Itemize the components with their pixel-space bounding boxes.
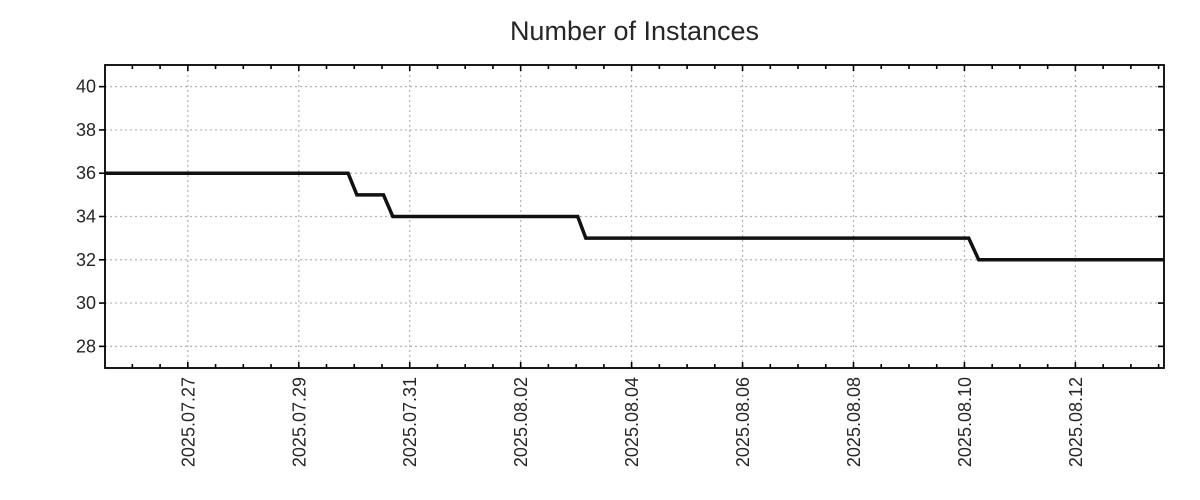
y-tick-label: 36	[76, 163, 96, 183]
plot-border	[104, 64, 1165, 369]
x-tick-label: 2025.08.02	[511, 377, 531, 467]
y-tick-label: 30	[76, 293, 96, 313]
x-tick-label-group: 2025.08.02	[511, 377, 531, 467]
data-line-instances	[105, 171, 1164, 262]
x-tick-label-group: 2025.08.08	[844, 377, 864, 467]
x-tick-label: 2025.07.27	[178, 377, 198, 467]
chart-title: Number of Instances	[510, 16, 759, 46]
x-tick-label: 2025.08.06	[733, 377, 753, 467]
x-tick-label-group: 2025.08.10	[955, 377, 975, 467]
x-tick-label-group: 2025.08.04	[622, 377, 642, 467]
x-tick-label-group: 2025.07.29	[289, 377, 309, 467]
x-tick-label: 2025.08.08	[844, 377, 864, 467]
x-tick-label: 2025.08.04	[622, 377, 642, 467]
x-tick-label: 2025.08.10	[955, 377, 975, 467]
axis-tick-labels: 28 30 32 34 36 38 40 2025.07.27 2025.07.29 2025.0…	[76, 77, 1086, 467]
y-tick-label: 28	[76, 336, 96, 356]
x-tick-label: 2025.08.12	[1066, 377, 1086, 467]
x-tick-label: 2025.07.31	[400, 377, 420, 467]
x-tick-label: 2025.07.29	[289, 377, 309, 467]
y-tick-label: 38	[76, 120, 96, 140]
x-tick-label-group: 2025.08.06	[733, 377, 753, 467]
x-tick-label-group: 2025.08.12	[1066, 377, 1086, 467]
y-tick-label: 32	[76, 250, 96, 270]
x-tick-label-group: 2025.07.27	[178, 377, 198, 467]
y-tick-label: 40	[76, 77, 96, 97]
x-tick-label-group: 2025.07.31	[400, 377, 420, 467]
grid-lines	[105, 65, 1164, 368]
y-tick-label: 34	[76, 207, 96, 227]
